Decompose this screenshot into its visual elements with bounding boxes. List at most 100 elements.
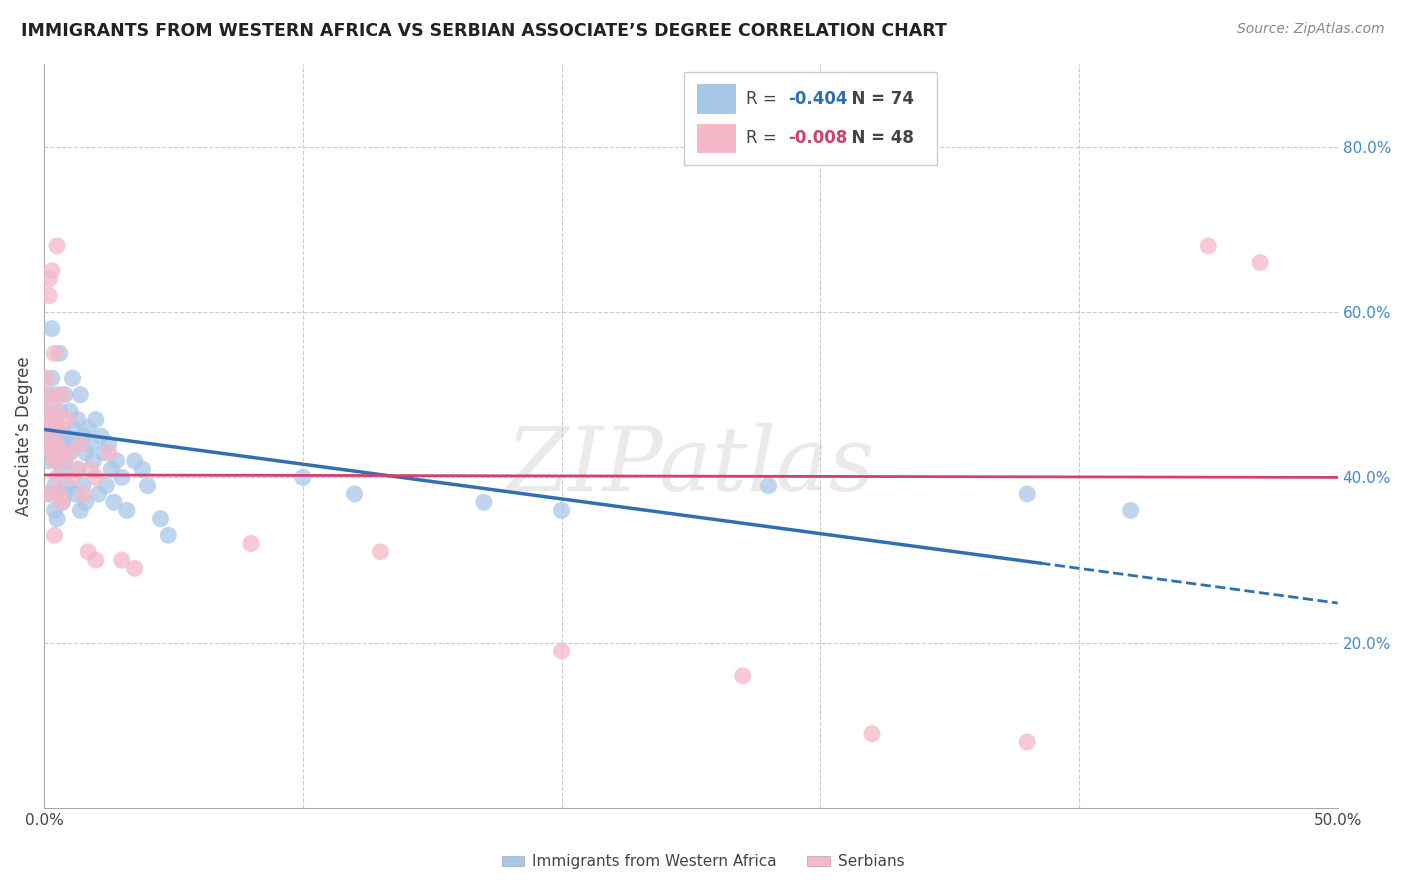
Point bbox=[103, 495, 125, 509]
Point bbox=[48, 487, 70, 501]
Point bbox=[758, 478, 780, 492]
Point bbox=[46, 512, 69, 526]
Point bbox=[44, 412, 66, 426]
Point bbox=[63, 437, 86, 451]
Point bbox=[115, 503, 138, 517]
Point bbox=[56, 437, 79, 451]
Y-axis label: Associate’s Degree: Associate’s Degree bbox=[15, 356, 32, 516]
Point bbox=[472, 495, 495, 509]
Point bbox=[51, 454, 73, 468]
Point bbox=[860, 727, 883, 741]
Text: -0.008: -0.008 bbox=[787, 129, 848, 147]
Point bbox=[77, 545, 100, 559]
Point bbox=[46, 388, 69, 402]
Point bbox=[62, 371, 84, 385]
Point bbox=[96, 478, 118, 492]
Point bbox=[1119, 503, 1142, 517]
Text: Source: ZipAtlas.com: Source: ZipAtlas.com bbox=[1237, 22, 1385, 37]
Point bbox=[38, 404, 60, 418]
Point bbox=[75, 445, 97, 459]
Point bbox=[44, 412, 66, 426]
Point bbox=[44, 346, 66, 360]
FancyBboxPatch shape bbox=[697, 124, 737, 153]
Point bbox=[82, 454, 104, 468]
Point bbox=[35, 412, 58, 426]
Point bbox=[69, 388, 91, 402]
Point bbox=[51, 388, 73, 402]
Legend: Immigrants from Western Africa, Serbians: Immigrants from Western Africa, Serbians bbox=[495, 848, 911, 875]
Point bbox=[59, 404, 82, 418]
Point bbox=[44, 478, 66, 492]
Point bbox=[35, 412, 58, 426]
Point bbox=[75, 495, 97, 509]
Point bbox=[550, 644, 572, 658]
Point bbox=[46, 454, 69, 468]
Point bbox=[1017, 735, 1039, 749]
Point bbox=[77, 421, 100, 435]
Point bbox=[72, 478, 94, 492]
Point bbox=[35, 445, 58, 459]
Point bbox=[44, 454, 66, 468]
Point bbox=[66, 462, 89, 476]
Point bbox=[44, 503, 66, 517]
Point bbox=[84, 412, 107, 426]
Point bbox=[93, 445, 115, 459]
Text: ZIPatlas: ZIPatlas bbox=[506, 423, 875, 509]
Point bbox=[41, 445, 63, 459]
Point bbox=[1197, 239, 1219, 253]
Point bbox=[550, 503, 572, 517]
Point bbox=[84, 553, 107, 567]
Point bbox=[51, 462, 73, 476]
Point bbox=[53, 388, 76, 402]
Text: N = 74: N = 74 bbox=[839, 90, 914, 108]
Point bbox=[51, 495, 73, 509]
Point bbox=[41, 429, 63, 443]
Point bbox=[124, 561, 146, 575]
Point bbox=[87, 487, 110, 501]
Point bbox=[100, 462, 122, 476]
Point bbox=[111, 553, 134, 567]
Text: N = 48: N = 48 bbox=[839, 129, 914, 147]
Text: R =: R = bbox=[747, 90, 783, 108]
Point bbox=[97, 437, 120, 451]
FancyBboxPatch shape bbox=[685, 71, 936, 164]
Point bbox=[69, 503, 91, 517]
Point bbox=[41, 445, 63, 459]
Point bbox=[59, 445, 82, 459]
Point bbox=[46, 437, 69, 451]
Point bbox=[62, 470, 84, 484]
Point bbox=[97, 445, 120, 459]
Point bbox=[343, 487, 366, 501]
Point bbox=[46, 239, 69, 253]
Text: -0.404: -0.404 bbox=[787, 90, 848, 108]
Point bbox=[105, 454, 128, 468]
Point bbox=[35, 388, 58, 402]
Point bbox=[41, 421, 63, 435]
Point bbox=[38, 288, 60, 302]
Point bbox=[38, 272, 60, 286]
Point bbox=[51, 495, 73, 509]
Point bbox=[35, 421, 58, 435]
Point bbox=[84, 470, 107, 484]
Text: R =: R = bbox=[747, 129, 783, 147]
Point bbox=[111, 470, 134, 484]
Point bbox=[731, 669, 754, 683]
Point bbox=[72, 487, 94, 501]
Point bbox=[59, 445, 82, 459]
Point bbox=[63, 487, 86, 501]
Point bbox=[48, 404, 70, 418]
Point bbox=[53, 487, 76, 501]
Point bbox=[79, 462, 101, 476]
Point bbox=[51, 445, 73, 459]
Point bbox=[41, 371, 63, 385]
Point bbox=[44, 437, 66, 451]
Point bbox=[38, 421, 60, 435]
Text: IMMIGRANTS FROM WESTERN AFRICA VS SERBIAN ASSOCIATE’S DEGREE CORRELATION CHART: IMMIGRANTS FROM WESTERN AFRICA VS SERBIA… bbox=[21, 22, 948, 40]
Point bbox=[53, 429, 76, 443]
Point bbox=[38, 454, 60, 468]
Point bbox=[53, 454, 76, 468]
Point bbox=[46, 470, 69, 484]
Point bbox=[44, 528, 66, 542]
Point bbox=[46, 404, 69, 418]
Point bbox=[131, 462, 153, 476]
